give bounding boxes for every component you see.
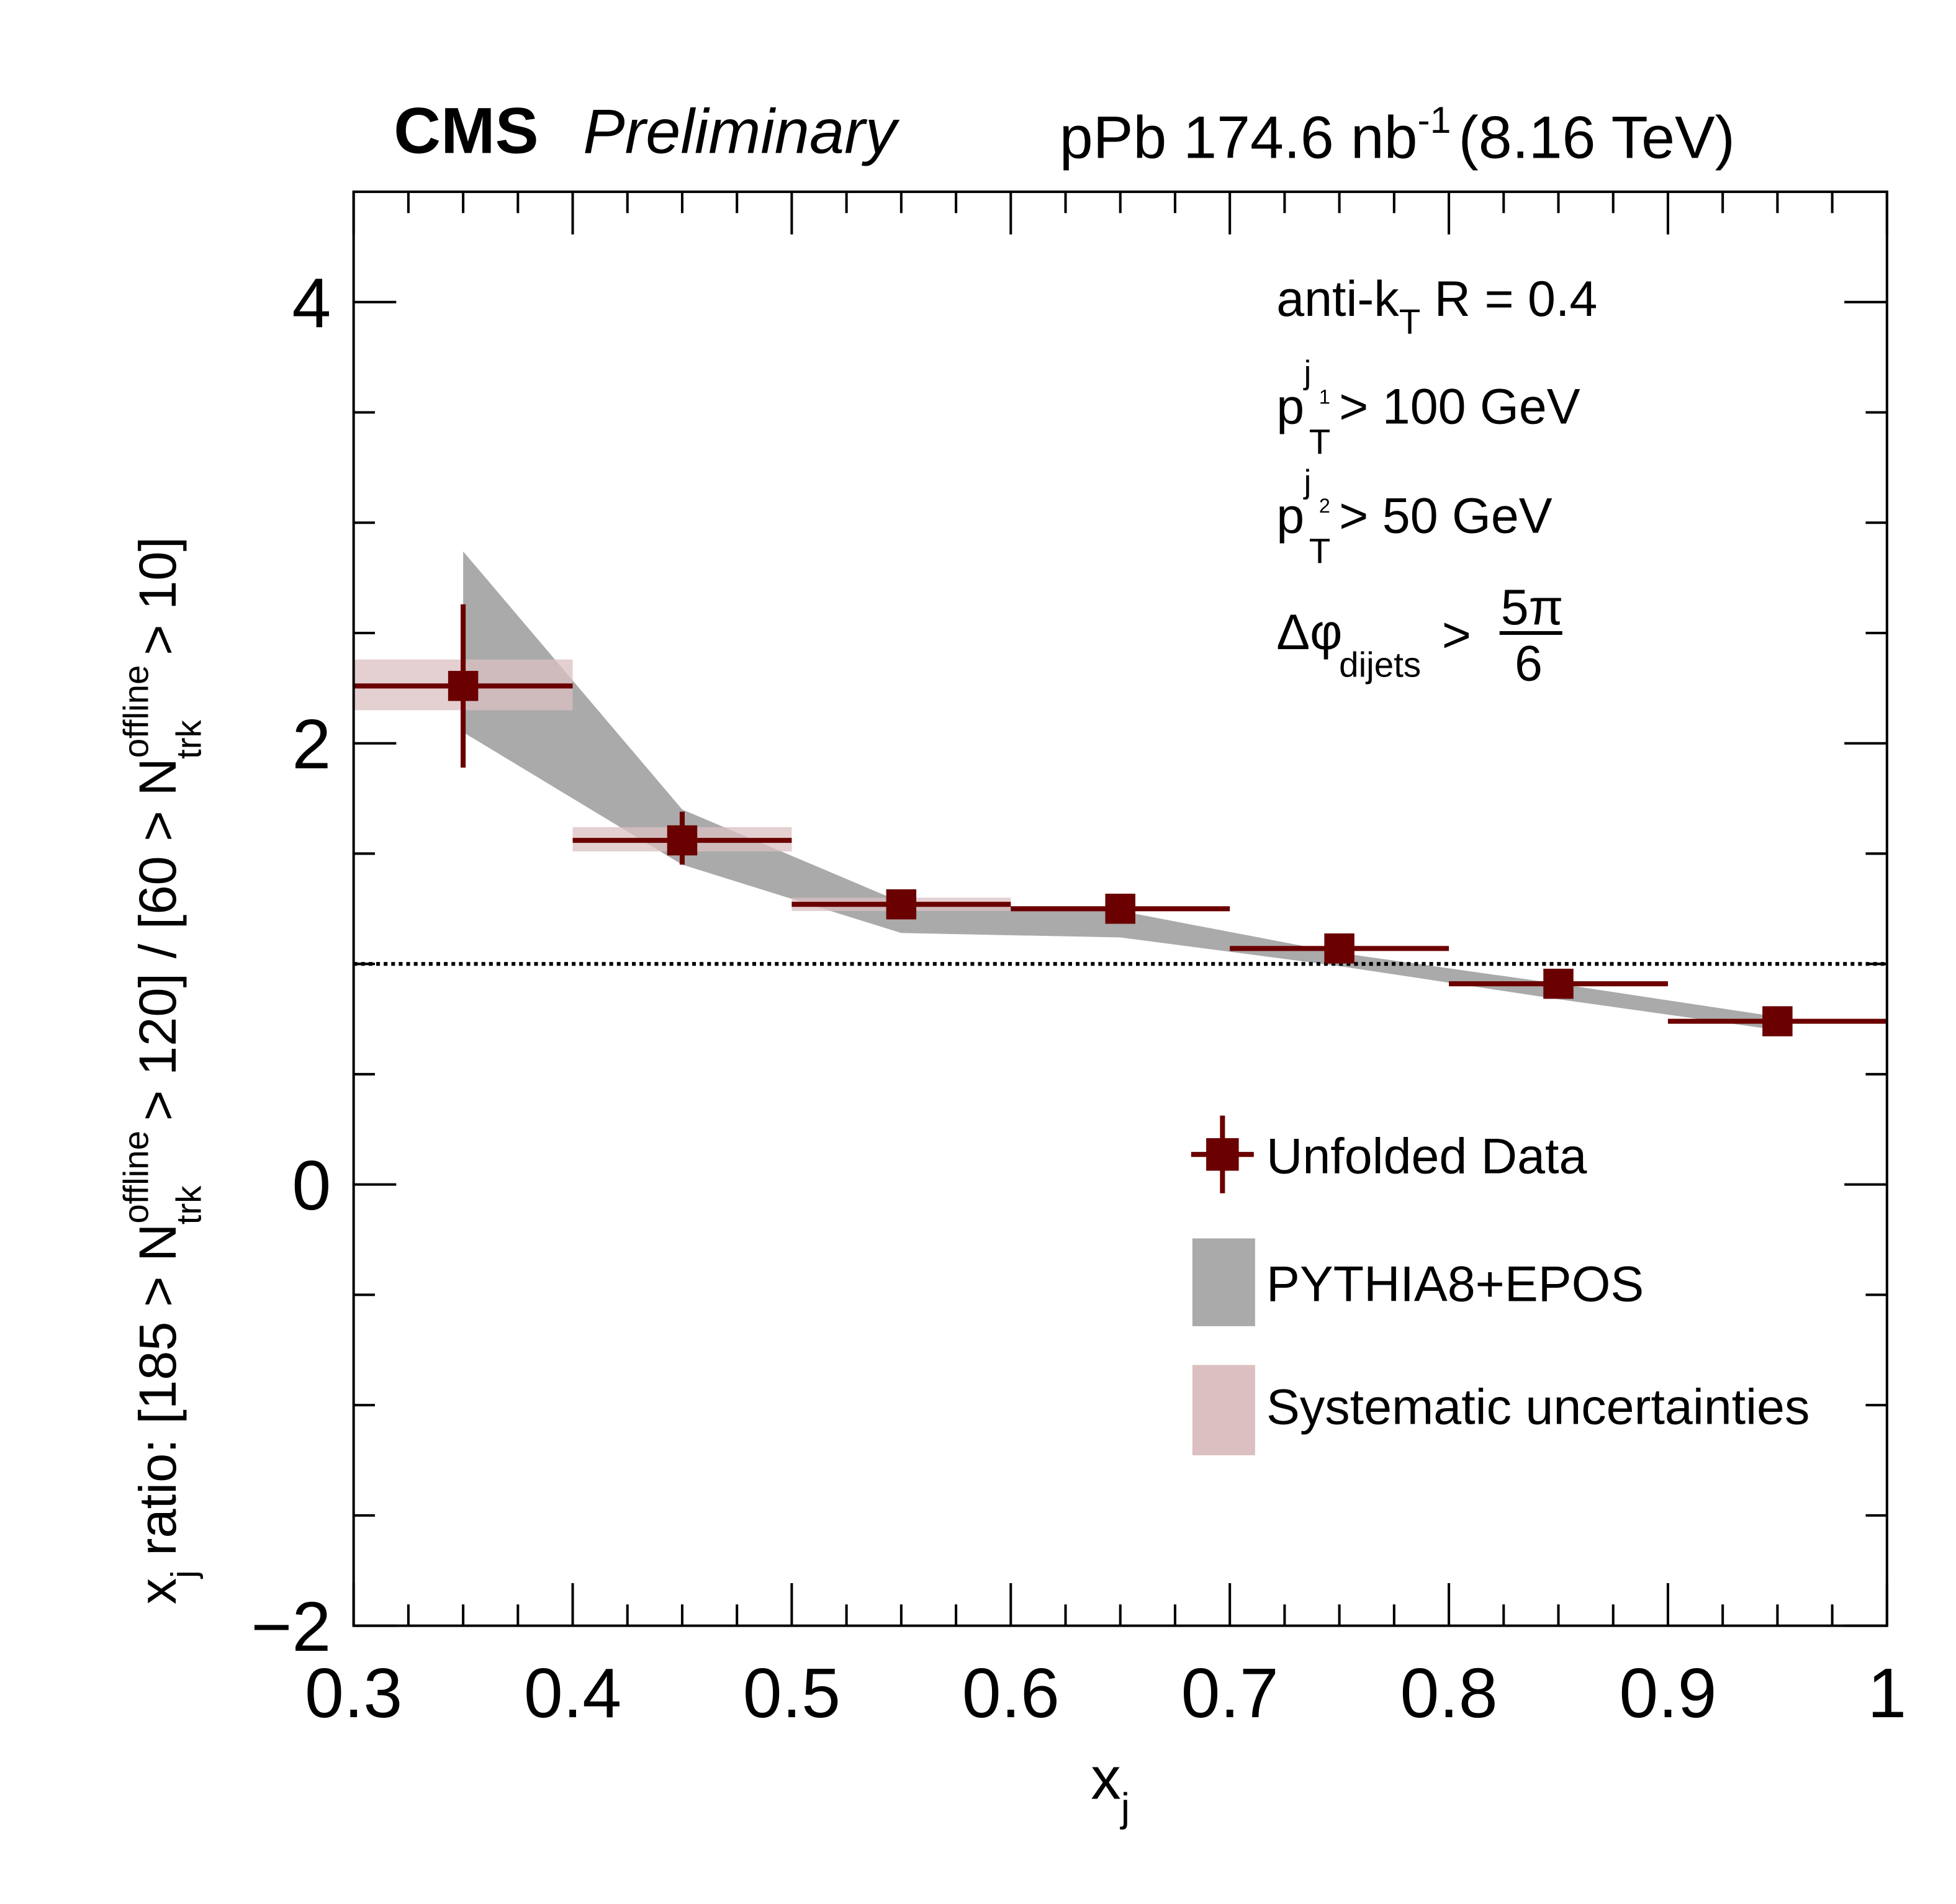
plot-frame — [352, 191, 1888, 1627]
legend-item-data: Unfolded Data — [1191, 1115, 1587, 1193]
x-tick-label: 0.7 — [1181, 1654, 1279, 1732]
plot-area — [352, 191, 1888, 1627]
data-point — [1105, 894, 1135, 924]
annotations: anti-kT R = 0.4 p T j 1 > 100 GeV p T j … — [1276, 271, 1597, 692]
svg-text:T: T — [1309, 422, 1331, 461]
lumi-label: pPb 174.6 nb-1 (8.16 TeV) — [1060, 99, 1735, 171]
svg-text:2: 2 — [1319, 495, 1330, 517]
svg-text:p: p — [1276, 379, 1304, 435]
x-tick-label: 0.3 — [305, 1654, 402, 1732]
header: CMS Preliminary pPb 174.6 nb-1 (8.16 TeV) — [394, 94, 1735, 171]
x-axis-label: xj — [1091, 1744, 1130, 1830]
legend-item-pythia: PYTHIA8+EPOS — [1192, 1238, 1644, 1326]
y-tick-label: 0 — [292, 1146, 331, 1224]
x-tick-label: 0.8 — [1400, 1654, 1497, 1732]
svg-text:T: T — [1309, 531, 1331, 570]
x-tick-label: 0.6 — [962, 1654, 1060, 1732]
x-tick-label: 0.5 — [743, 1654, 841, 1732]
data-point — [1543, 968, 1574, 999]
svg-text:dijets: dijets — [1339, 645, 1421, 685]
legend-item-systematics: Systematic uncertainties — [1192, 1365, 1810, 1455]
cms-label: CMS — [394, 94, 538, 167]
x-tick-label: 0.9 — [1619, 1654, 1716, 1732]
data-point — [667, 825, 698, 856]
legend: Unfolded Data PYTHIA8+EPOS Systematic un… — [1191, 1115, 1810, 1455]
svg-text:> 50 GeV: > 50 GeV — [1339, 488, 1553, 544]
svg-text:j: j — [1303, 464, 1312, 500]
svg-text:> 100 GeV: > 100 GeV — [1339, 379, 1580, 435]
x-tick-label: 1 — [1867, 1654, 1906, 1732]
x-tick-label: 0.4 — [524, 1654, 621, 1732]
svg-text:PYTHIA8+EPOS: PYTHIA8+EPOS — [1266, 1257, 1644, 1313]
svg-text:p: p — [1276, 488, 1304, 544]
svg-text:Δφ: Δφ — [1276, 604, 1342, 660]
pt2-cut-label: p T j 2 > 50 GeV — [1276, 464, 1553, 570]
data-point — [1762, 1006, 1793, 1036]
y-tick-label: 2 — [292, 705, 331, 783]
axis-labels: xj xj ratio: [185 > Noffline trk > 120] /… — [116, 264, 1906, 1830]
y-tick-label: −2 — [251, 1587, 331, 1666]
jet-algo-label: anti-kT R = 0.4 — [1276, 271, 1597, 341]
svg-text:5π: 5π — [1501, 580, 1564, 635]
svg-text:6: 6 — [1515, 636, 1543, 692]
data-point — [1324, 933, 1354, 964]
svg-text:1: 1 — [1319, 385, 1330, 408]
svg-text:j: j — [1303, 354, 1312, 391]
pythia-band — [463, 551, 1778, 1030]
data-point — [448, 671, 479, 701]
dphi-cut-label: Δφ dijets > 5π 6 — [1276, 580, 1563, 692]
y-tick-label: 4 — [292, 264, 331, 342]
data-point — [886, 889, 917, 920]
svg-text:>: > — [1442, 607, 1471, 663]
pt1-cut-label: p T j 1 > 100 GeV — [1276, 354, 1580, 461]
svg-text:Systematic uncertainties: Systematic uncertainties — [1266, 1379, 1810, 1435]
y-axis-label: xj ratio: [185 > Noffline trk > 120] / [6… — [116, 537, 208, 1604]
svg-text:Unfolded Data: Unfolded Data — [1266, 1128, 1587, 1184]
preliminary-label: Preliminary — [583, 97, 899, 166]
